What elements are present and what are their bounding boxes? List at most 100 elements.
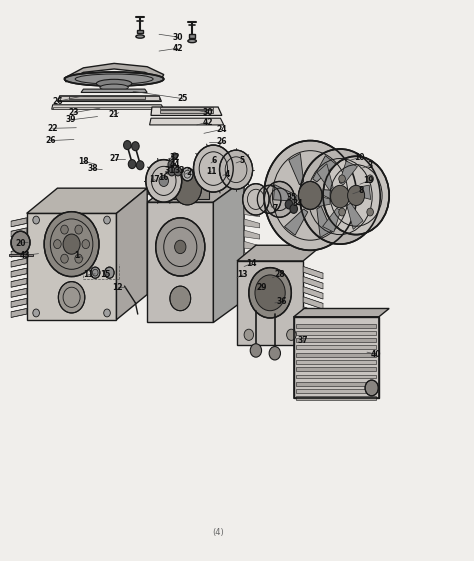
Polygon shape — [60, 96, 159, 100]
Text: 24: 24 — [217, 125, 227, 134]
Polygon shape — [296, 367, 376, 371]
Polygon shape — [11, 309, 27, 318]
Polygon shape — [64, 63, 164, 82]
Text: 17: 17 — [149, 175, 160, 184]
Circle shape — [174, 240, 186, 254]
Text: 26: 26 — [45, 136, 55, 145]
Circle shape — [159, 175, 168, 186]
Text: 23: 23 — [69, 108, 79, 117]
Text: 30: 30 — [173, 33, 183, 42]
Polygon shape — [11, 268, 27, 277]
Ellipse shape — [100, 84, 128, 91]
Polygon shape — [11, 258, 27, 267]
Polygon shape — [237, 245, 322, 261]
Polygon shape — [244, 297, 260, 306]
Circle shape — [347, 185, 365, 205]
Circle shape — [11, 231, 30, 254]
Polygon shape — [313, 155, 336, 182]
Text: 31: 31 — [164, 166, 175, 176]
Text: 34: 34 — [292, 199, 303, 208]
Polygon shape — [296, 353, 376, 357]
Text: 38: 38 — [88, 164, 98, 173]
Circle shape — [82, 240, 90, 249]
Circle shape — [63, 234, 80, 254]
Polygon shape — [303, 337, 323, 350]
Circle shape — [367, 208, 374, 216]
Text: 18: 18 — [78, 157, 89, 166]
Polygon shape — [303, 317, 323, 329]
Circle shape — [300, 149, 380, 244]
Polygon shape — [323, 208, 341, 232]
Text: 19: 19 — [363, 176, 374, 185]
Polygon shape — [117, 188, 147, 320]
Polygon shape — [57, 96, 161, 102]
Text: 5: 5 — [239, 157, 244, 165]
Polygon shape — [289, 153, 304, 185]
Bar — [137, 30, 143, 33]
Polygon shape — [303, 327, 323, 339]
Ellipse shape — [136, 35, 145, 38]
Text: 26: 26 — [52, 97, 63, 106]
Circle shape — [104, 309, 110, 317]
Text: 39: 39 — [65, 116, 76, 125]
Text: 2: 2 — [186, 168, 191, 177]
Polygon shape — [296, 375, 376, 379]
Text: 12: 12 — [113, 283, 123, 292]
Circle shape — [173, 171, 201, 205]
Polygon shape — [244, 241, 260, 250]
Polygon shape — [350, 185, 371, 200]
Text: 11: 11 — [83, 270, 93, 279]
Polygon shape — [296, 331, 376, 335]
Circle shape — [61, 254, 68, 263]
Polygon shape — [244, 286, 260, 295]
Circle shape — [105, 267, 114, 278]
Bar — [160, 107, 213, 109]
Polygon shape — [11, 288, 27, 297]
Polygon shape — [244, 264, 260, 273]
Polygon shape — [310, 194, 330, 208]
Ellipse shape — [188, 39, 196, 43]
Bar — [189, 34, 195, 38]
Text: 25: 25 — [177, 94, 188, 103]
Text: 21: 21 — [109, 111, 119, 119]
Circle shape — [75, 254, 82, 263]
Polygon shape — [296, 360, 376, 364]
Text: 22: 22 — [47, 124, 58, 133]
Text: 35: 35 — [286, 193, 297, 202]
Circle shape — [193, 145, 233, 192]
Circle shape — [339, 175, 346, 183]
Circle shape — [156, 218, 205, 276]
Text: 6: 6 — [212, 157, 217, 165]
Polygon shape — [27, 188, 147, 213]
Text: 10: 10 — [355, 153, 365, 162]
Polygon shape — [323, 190, 347, 206]
Circle shape — [182, 168, 193, 181]
Polygon shape — [11, 298, 27, 307]
Polygon shape — [347, 203, 363, 229]
Circle shape — [168, 167, 175, 176]
Polygon shape — [147, 202, 213, 323]
Text: (4): (4) — [212, 528, 224, 537]
Circle shape — [172, 153, 177, 160]
Circle shape — [146, 160, 182, 202]
Polygon shape — [303, 277, 323, 289]
Polygon shape — [339, 161, 357, 185]
Text: 11: 11 — [206, 167, 216, 176]
Circle shape — [128, 160, 136, 168]
Ellipse shape — [64, 72, 164, 86]
Text: 14: 14 — [246, 259, 256, 268]
Circle shape — [367, 175, 374, 183]
Text: 40: 40 — [371, 350, 382, 359]
Text: 33: 33 — [174, 166, 184, 176]
Bar — [69, 96, 145, 99]
Circle shape — [170, 286, 191, 311]
Text: 8: 8 — [358, 186, 364, 195]
Circle shape — [168, 161, 173, 168]
Circle shape — [287, 329, 296, 341]
Polygon shape — [11, 228, 27, 237]
Text: 20: 20 — [15, 238, 26, 247]
Circle shape — [44, 211, 99, 277]
Circle shape — [137, 161, 144, 169]
Circle shape — [33, 216, 39, 224]
Text: 3: 3 — [368, 160, 373, 170]
